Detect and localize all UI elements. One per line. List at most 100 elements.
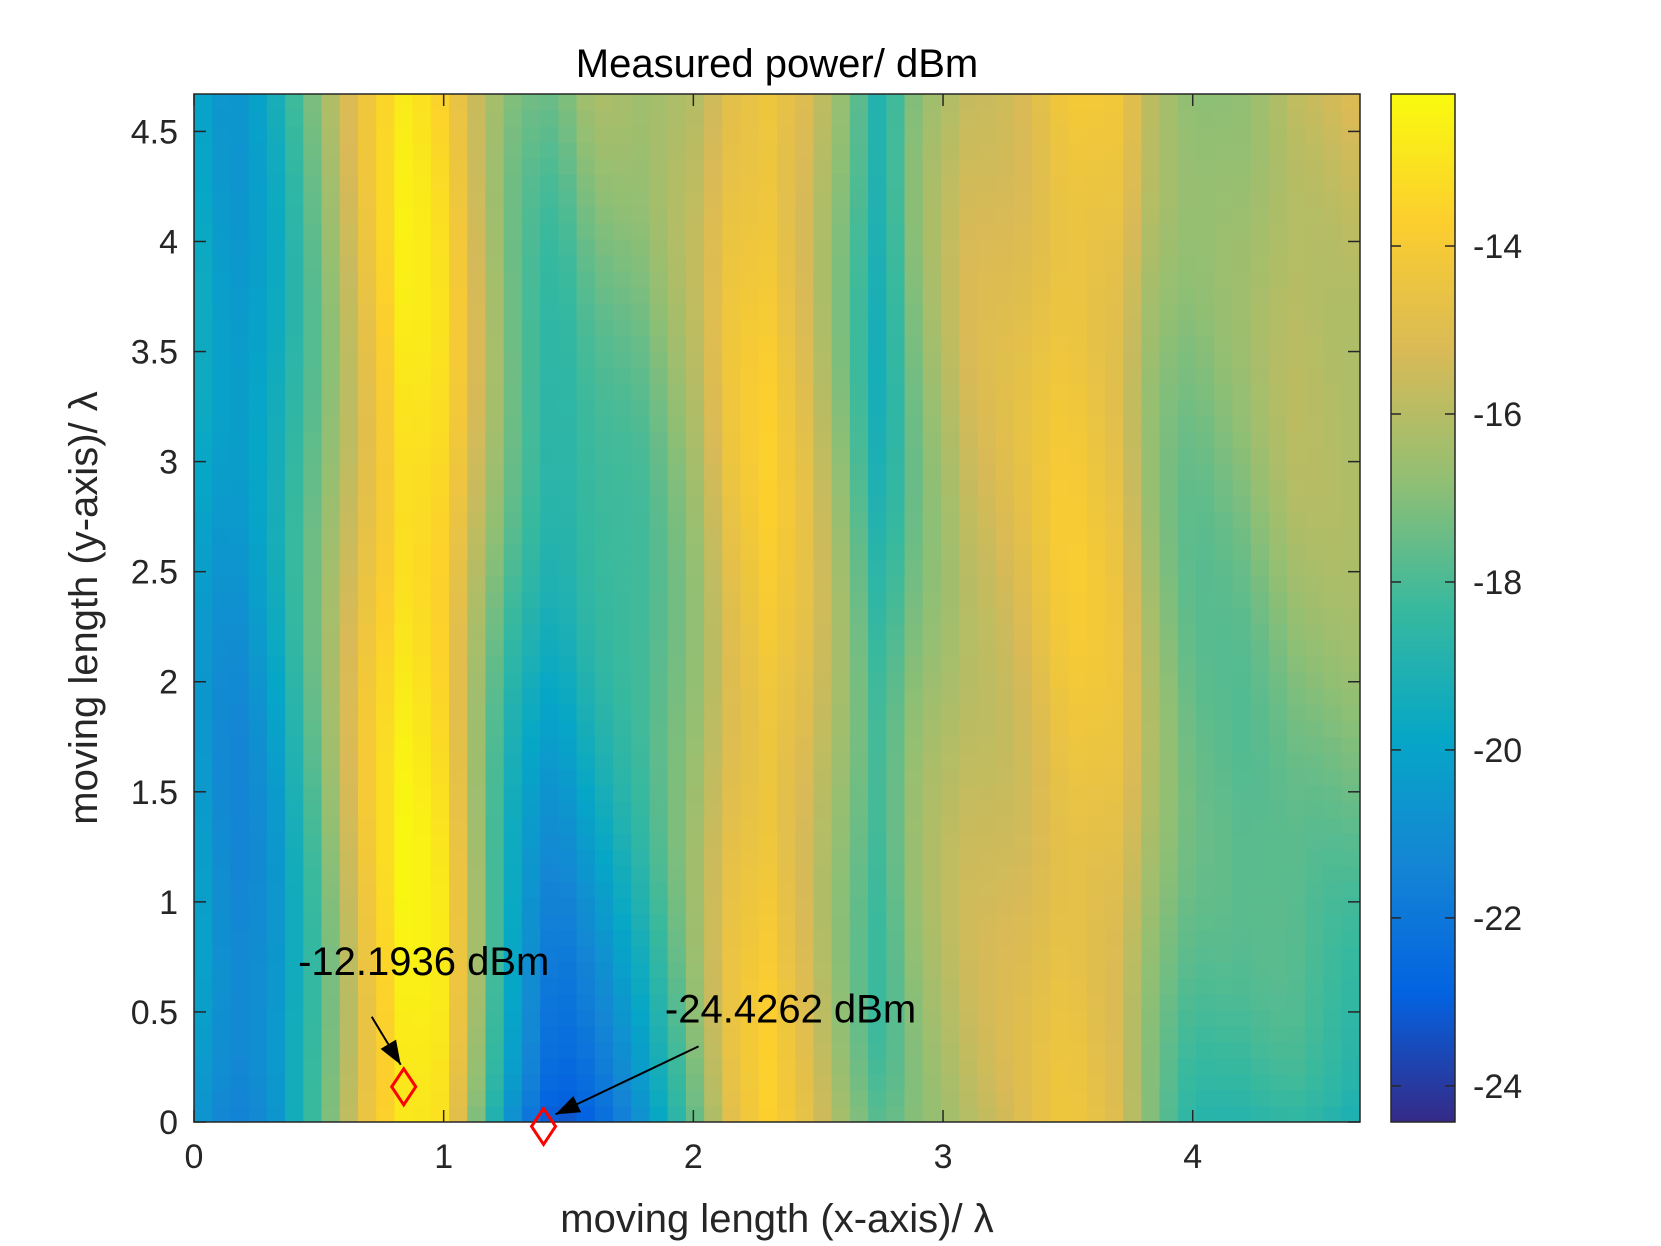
heatmap-cell — [194, 897, 213, 914]
heatmap-cell — [230, 222, 250, 240]
heatmap-cell — [722, 945, 742, 962]
heatmap-cell — [758, 945, 778, 962]
heatmap-cell — [357, 527, 377, 545]
heatmap-cell — [1196, 704, 1215, 722]
heatmap-cell — [1250, 1057, 1270, 1075]
heatmap-cell — [1196, 415, 1215, 432]
heatmap-cell — [922, 624, 942, 641]
heatmap-cell — [1141, 302, 1161, 320]
heatmap-cell — [1159, 575, 1179, 593]
heatmap-cell — [1086, 142, 1106, 159]
heatmap-cell — [977, 1105, 997, 1122]
heatmap-cell — [667, 640, 687, 657]
heatmap-cell — [1341, 286, 1360, 304]
heatmap-cell — [303, 897, 323, 914]
heatmap-cell — [285, 704, 304, 722]
heatmap-cell — [959, 190, 979, 208]
heatmap-cell — [795, 961, 815, 979]
heatmap-cell — [758, 238, 778, 256]
heatmap-cell — [1123, 881, 1142, 898]
heatmap-cell — [758, 1105, 778, 1122]
heatmap-cell — [940, 913, 960, 930]
heatmap-cell — [1141, 158, 1161, 175]
heatmap-cell — [376, 1025, 396, 1043]
heatmap-cell — [1232, 1089, 1252, 1107]
heatmap-cell — [1196, 865, 1215, 882]
heatmap-cell — [1196, 174, 1215, 191]
heatmap-cell — [1341, 913, 1360, 930]
heatmap-cell — [376, 720, 396, 738]
heatmap-cell — [248, 688, 268, 705]
heatmap-cell — [521, 816, 541, 834]
heatmap-cell — [194, 399, 213, 416]
heatmap-cell — [777, 174, 796, 191]
heatmap-cell — [503, 768, 523, 786]
heatmap-cell — [485, 174, 505, 191]
heatmap-cell — [667, 977, 687, 995]
heatmap-cell — [558, 543, 578, 561]
heatmap-cell — [1196, 752, 1215, 770]
heatmap-cell — [357, 383, 377, 400]
heatmap-cell — [613, 222, 632, 240]
heatmap-cell — [1341, 961, 1360, 979]
heatmap-cell — [849, 1041, 869, 1059]
heatmap-cell — [795, 463, 815, 481]
heatmap-cell — [1341, 608, 1360, 625]
heatmap-cell — [1287, 318, 1306, 336]
heatmap-cell — [868, 94, 887, 111]
heatmap-cell — [1250, 784, 1270, 802]
heatmap-cell — [1013, 415, 1033, 432]
heatmap-cell — [868, 720, 887, 738]
heatmap-cell — [376, 784, 396, 802]
heatmap-cell — [503, 94, 523, 111]
heatmap-cell — [339, 334, 359, 352]
heatmap-cell — [1268, 1025, 1288, 1043]
heatmap-cell — [394, 736, 414, 754]
heatmap-cell — [1250, 736, 1270, 754]
heatmap-cell — [1323, 543, 1343, 561]
heatmap-cell — [886, 142, 906, 159]
heatmap-cell — [485, 270, 505, 288]
heatmap-cell — [1232, 559, 1252, 577]
heatmap-cell — [521, 575, 541, 593]
heatmap-cell — [394, 688, 414, 705]
heatmap-cell — [758, 495, 778, 513]
heatmap-cell — [1268, 1089, 1288, 1107]
heatmap-cell — [1305, 415, 1325, 432]
heatmap-cell — [285, 190, 304, 208]
heatmap-cell — [266, 383, 286, 400]
heatmap-cell — [1341, 463, 1360, 481]
heatmap-cell — [685, 543, 705, 561]
heatmap-cell — [1104, 351, 1124, 368]
heatmap-cell — [704, 591, 723, 609]
heatmap-cell — [758, 351, 778, 368]
heatmap-cell — [266, 238, 286, 256]
heatmap-cell — [303, 559, 323, 577]
heatmap-cell — [649, 929, 669, 946]
heatmap-cell — [922, 270, 942, 288]
heatmap-cell — [649, 254, 669, 272]
heatmap-cell — [1050, 511, 1070, 529]
heatmap-cell — [922, 174, 942, 191]
heatmap-cell — [357, 800, 377, 818]
heatmap-cell — [303, 688, 323, 705]
heatmap-cell — [1086, 993, 1106, 1011]
heatmap-cell — [667, 881, 687, 898]
heatmap-cell — [685, 1073, 705, 1091]
heatmap-cell — [321, 704, 341, 722]
heatmap-cell — [849, 158, 869, 175]
heatmap-cell — [467, 142, 487, 159]
heatmap-cell — [430, 479, 450, 497]
heatmap-cell — [485, 591, 505, 609]
heatmap-cell — [321, 511, 341, 529]
heatmap-cell — [1032, 94, 1051, 111]
heatmap-cell — [521, 608, 541, 625]
heatmap-cell — [868, 656, 887, 673]
heatmap-cell — [1013, 270, 1033, 288]
heatmap-cell — [1104, 897, 1124, 914]
heatmap-cell — [285, 174, 304, 191]
heatmap-cell — [248, 415, 268, 432]
heatmap-cell — [1287, 848, 1306, 866]
heatmap-cell — [503, 158, 523, 175]
heatmap-cell — [1323, 575, 1343, 593]
